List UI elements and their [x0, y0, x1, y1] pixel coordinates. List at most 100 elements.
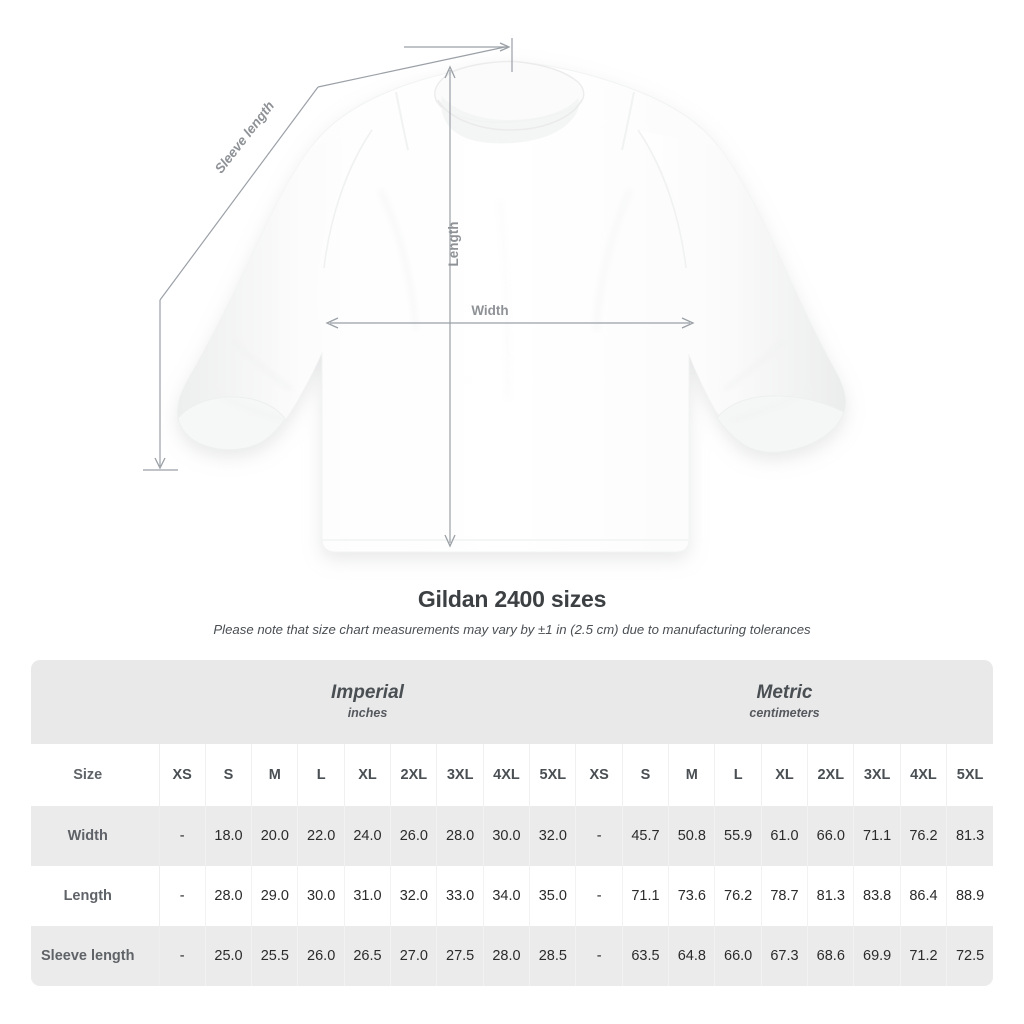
- measurement-cell: 20.0: [251, 806, 298, 866]
- measurement-cell: 35.0: [529, 866, 576, 926]
- measurement-cell: 26.0: [297, 926, 345, 986]
- right-cuff: [716, 395, 845, 453]
- measurement-cell: 18.0: [204, 806, 252, 866]
- measurement-cell: 27.5: [436, 926, 484, 986]
- measurement-cell: 30.0: [297, 866, 345, 926]
- garment-diagram: Sleeve length Length Width: [143, 38, 847, 553]
- fabric-folds: [208, 188, 810, 422]
- measurement-cell: 88.9: [946, 866, 993, 926]
- title-block: Gildan 2400 sizes Please note that size …: [0, 580, 1024, 637]
- measurement-cell: 78.7: [760, 866, 808, 926]
- measurement-cell: 76.2: [899, 806, 947, 866]
- unit-header-imperial: Imperial inches: [159, 660, 576, 744]
- measurement-cell: 45.7: [621, 806, 669, 866]
- size-header-cell: L: [297, 744, 345, 806]
- measurement-cell: 25.5: [251, 926, 298, 986]
- size-header-cell: L: [714, 744, 762, 806]
- measurement-cell: -: [575, 926, 623, 986]
- measurement-cell: 66.0: [807, 806, 854, 866]
- measurement-cell: 73.6: [668, 866, 715, 926]
- size-header-cell: 5XL: [529, 744, 576, 806]
- measurement-cell: 28.0: [436, 806, 484, 866]
- measurement-cell: 26.0: [390, 806, 437, 866]
- size-header-cell: 5XL: [946, 744, 993, 806]
- size-chart-body: Width -18.0 20.0 22.0 24.0 26.0 28.0 30.0 32.0-4…: [31, 806, 993, 986]
- measurement-cell: 50.8: [668, 806, 715, 866]
- size-header-cell: XL: [343, 744, 391, 806]
- length-label: Length: [446, 222, 461, 267]
- size-header-cell: 4XL: [899, 744, 947, 806]
- left-armhole-seam: [323, 129, 373, 269]
- unit-header-row: Imperial inches Metric centimeters: [31, 660, 993, 744]
- size-header-row: Size XS S M L XL 2XL 3XL 4XL 5XL XS S M L XL 2XL 3XL 4XL…: [31, 744, 993, 806]
- row-label: Sleeve length: [31, 926, 160, 986]
- left-shoulder-seam: [395, 91, 409, 151]
- unit-name-metric: Metric: [756, 681, 813, 703]
- measurement-cell: 63.5: [621, 926, 669, 986]
- sleeve-length-label: Sleeve length: [212, 98, 277, 176]
- unit-header-metric: Metric centimeters: [575, 660, 993, 744]
- measurement-cell: 66.0: [714, 926, 762, 986]
- right-armhole-seam: [637, 129, 687, 269]
- unit-spacer-cell: [31, 660, 159, 744]
- measurement-cell: 72.5: [946, 926, 993, 986]
- size-row-label: Size: [31, 744, 160, 806]
- measurement-cell: 29.0: [251, 866, 298, 926]
- measurement-cell: 61.0: [760, 806, 808, 866]
- measurement-cell: 28.0: [482, 926, 530, 986]
- measurement-cell: 67.3: [760, 926, 808, 986]
- width-label: Width: [471, 303, 508, 318]
- right-shoulder-seam: [621, 91, 635, 151]
- length-measurement-line: [444, 65, 456, 548]
- measurement-cell: 33.0: [436, 866, 484, 926]
- size-header-cell: 3XL: [853, 744, 901, 806]
- measurement-cell: 28.0: [204, 866, 252, 926]
- left-sleeve-shading: [177, 130, 374, 450]
- measurement-cell: 32.0: [390, 866, 437, 926]
- size-header-cell: XL: [760, 744, 808, 806]
- measurement-cell: 81.3: [946, 806, 993, 866]
- measurement-cell: 86.4: [899, 866, 947, 926]
- unit-name-imperial: Imperial: [331, 681, 404, 703]
- size-header-cell: S: [621, 744, 669, 806]
- measurement-cell: 34.0: [482, 866, 530, 926]
- measurement-cell: 81.3: [807, 866, 854, 926]
- row-label: Width: [31, 806, 160, 866]
- measurement-cell: -: [158, 866, 206, 926]
- size-header-cell: 2XL: [390, 744, 437, 806]
- measurement-cell: 76.2: [714, 866, 762, 926]
- measurement-cell: 24.0: [343, 806, 391, 866]
- measurement-cell: 31.0: [343, 866, 391, 926]
- measurement-cell: 71.1: [853, 806, 901, 866]
- right-sleeve-shading: [636, 130, 846, 453]
- measurement-cell: 27.0: [390, 926, 437, 986]
- measurement-cell: 71.2: [899, 926, 947, 986]
- measurement-cell: 68.6: [807, 926, 854, 986]
- measurement-cell: -: [575, 806, 623, 866]
- size-header-cell: XS: [575, 744, 623, 806]
- tolerance-note: Please note that size chart measurements…: [213, 622, 811, 637]
- measurement-cell: 32.0: [529, 806, 576, 866]
- size-header-cell: 3XL: [436, 744, 484, 806]
- width-measurement-line: [325, 317, 695, 329]
- table-row: Width -18.0 20.0 22.0 24.0 26.0 28.0 30.0 32.0-4…: [31, 806, 993, 866]
- measurement-cell: 22.0: [297, 806, 345, 866]
- measurement-cell: 55.9: [714, 806, 762, 866]
- size-header-cell: M: [251, 744, 298, 806]
- size-header-cell: 2XL: [807, 744, 854, 806]
- size-header-cell: 4XL: [482, 744, 530, 806]
- table-row: Sleeve length -25.0 25.5 26.0 26.5 27.0 27.5 28…: [31, 926, 993, 986]
- unit-sub-imperial: inches: [347, 705, 388, 720]
- measurement-cell: 26.5: [343, 926, 391, 986]
- size-header-cell: XS: [158, 744, 206, 806]
- measurement-cell: 69.9: [853, 926, 901, 986]
- measurement-cell: 30.0: [482, 806, 530, 866]
- row-label: Length: [31, 866, 160, 926]
- shirt-illustration: Sleeve length Length Width: [143, 38, 847, 553]
- measurement-cell: -: [158, 806, 206, 866]
- size-chart-table-wrap: Imperial inches Metric centimeters Size …: [31, 660, 993, 986]
- measurement-lines: [143, 38, 513, 471]
- size-header-cell: S: [204, 744, 252, 806]
- measurement-cell: -: [575, 866, 623, 926]
- size-chart-table: Imperial inches Metric centimeters Size …: [31, 660, 993, 986]
